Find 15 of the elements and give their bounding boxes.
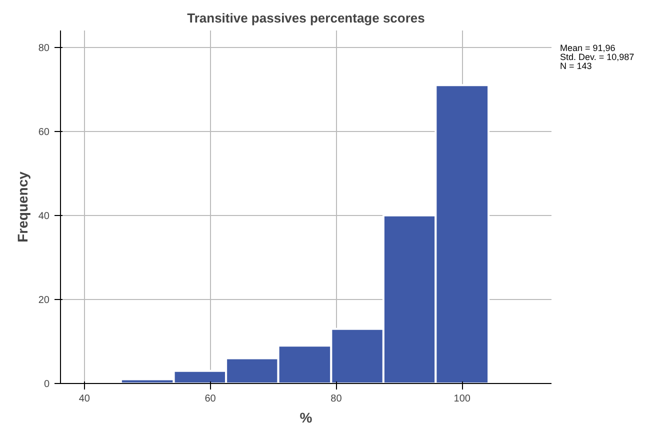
x-tick-label: 60: [204, 394, 216, 404]
x-tick-label: 100: [454, 394, 471, 404]
x-tick-label: 40: [78, 394, 90, 404]
x-axis-title: %: [300, 410, 313, 426]
y-axis-title: Frequency: [14, 171, 30, 242]
y-tick-label: 60: [38, 126, 50, 138]
y-tick-label: 0: [44, 379, 50, 390]
y-tick-label: 20: [38, 294, 50, 306]
y-tick-label: 80: [38, 42, 50, 54]
text: N = 143: [560, 61, 592, 71]
y-tick-label: 40: [38, 210, 50, 222]
text: Mean = 91,96: [560, 43, 616, 53]
chart-title: Transitive passives percentage scores: [187, 10, 425, 26]
text: Std. Dev. = 10,987: [560, 52, 634, 62]
x-tick-label: 80: [330, 394, 342, 404]
